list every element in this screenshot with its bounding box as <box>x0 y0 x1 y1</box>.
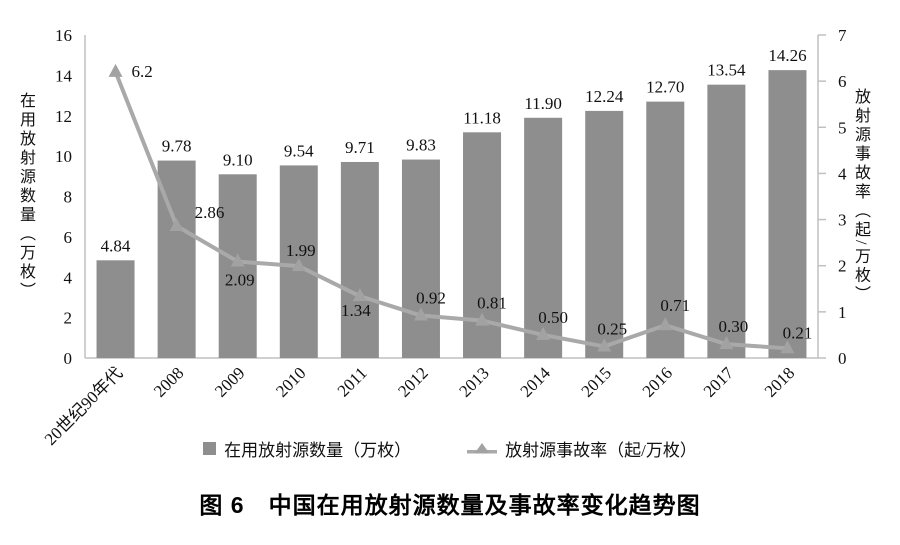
line-value-label: 2.86 <box>195 203 225 222</box>
bar <box>96 260 135 358</box>
x-axis-tick-label: 2010 <box>272 363 309 400</box>
line-marker-icon <box>475 312 490 326</box>
line-marker-icon <box>780 340 795 354</box>
line-series-swatch-icon <box>467 442 498 456</box>
left-axis-tick-label: 6 <box>64 228 73 247</box>
x-axis-tick-label: 2011 <box>334 363 371 400</box>
line-marker-icon <box>291 258 306 272</box>
bar-value-label: 13.54 <box>707 61 746 80</box>
right-axis-tick-label: 0 <box>838 349 847 368</box>
line-marker-icon <box>719 336 734 350</box>
left-axis-tick-label: 2 <box>64 309 73 328</box>
bar-series-swatch-icon <box>203 442 217 455</box>
bar-value-label: 12.70 <box>646 78 684 97</box>
x-axis-tick-label: 2018 <box>761 363 798 400</box>
line-marker-icon <box>413 307 428 321</box>
bar-value-label: 9.54 <box>284 141 314 160</box>
bar <box>340 161 379 358</box>
line-marker-icon <box>597 338 612 352</box>
line-value-label: 0.25 <box>597 319 627 338</box>
figure-caption: 图 6 中国在用放射源数量及事故率变化趋势图 <box>199 492 701 518</box>
line-value-label: 0.92 <box>416 289 446 308</box>
legend-label-bars: 在用放射源数量（万枚） <box>224 441 412 460</box>
legend-label-line: 放射源事故率（起/万枚） <box>505 441 697 460</box>
bar-value-label: 9.71 <box>345 138 375 157</box>
bar-value-label: 9.83 <box>406 136 436 155</box>
left-axis-title: 在用放射源数量（万枚） <box>8 35 42 358</box>
right-axis-tick-label: 4 <box>838 164 847 183</box>
left-axis-tick-label: 8 <box>64 188 73 207</box>
x-axis-tick-label: 2012 <box>394 363 431 400</box>
right-axis-tick-label: 1 <box>838 303 847 322</box>
line-marker-icon <box>658 317 673 331</box>
left-axis-tick-label: 10 <box>55 147 72 166</box>
line-value-label: 0.71 <box>660 296 690 315</box>
legend-item-bars: 在用放射源数量（万枚） <box>203 436 411 461</box>
bar <box>585 110 624 358</box>
x-axis-tick-label: 2013 <box>455 363 492 400</box>
line-marker-icon <box>108 63 123 77</box>
bar <box>524 117 563 358</box>
line-value-label: 0.30 <box>719 317 749 336</box>
right-axis-tick-label: 5 <box>838 118 847 137</box>
line-value-label: 0.81 <box>477 294 507 313</box>
line-triangle-icon <box>467 442 498 453</box>
x-axis-tick-label: 2015 <box>578 363 615 400</box>
bar-value-label: 9.10 <box>223 150 253 169</box>
right-axis-tick-label: 2 <box>838 257 847 276</box>
line-marker-icon <box>352 288 367 302</box>
line-marker-icon <box>230 253 245 267</box>
bar-value-label: 9.78 <box>162 137 192 156</box>
line-value-label: 6.2 <box>132 62 153 81</box>
bar <box>707 84 746 358</box>
bar-value-label: 11.18 <box>463 108 501 127</box>
right-axis-tick-label: 7 <box>838 26 847 45</box>
line-value-label: 1.34 <box>341 301 371 320</box>
right-axis-tick-label: 3 <box>838 211 847 230</box>
left-axis-tick-label: 12 <box>55 107 72 126</box>
bar-value-label: 4.84 <box>101 236 131 255</box>
bar <box>768 70 807 358</box>
line-value-label: 2.09 <box>225 271 255 290</box>
line-value-label: 0.21 <box>783 323 813 342</box>
right-axis-tick-label: 6 <box>838 72 847 91</box>
bar <box>646 101 685 359</box>
line-value-label: 0.50 <box>538 308 568 327</box>
x-axis-tick-label: 2017 <box>700 363 738 401</box>
right-axis-title-text: 放射源事故率（起/万枚） <box>852 88 869 305</box>
left-axis-tick-label: 14 <box>55 66 73 85</box>
left-axis-tick-label: 0 <box>64 349 73 368</box>
left-axis-tick-label: 16 <box>55 26 72 45</box>
line-marker-icon <box>169 218 184 232</box>
line-series <box>113 71 788 351</box>
left-axis-tick-label: 4 <box>64 268 73 287</box>
line-value-label: 1.99 <box>286 241 316 260</box>
legend-item-line: 放射源事故率（起/万枚） <box>467 436 697 461</box>
x-axis-tick-label: 2014 <box>516 363 554 401</box>
x-axis-tick-label: 2009 <box>211 363 248 400</box>
bar-value-label: 11.90 <box>524 94 562 113</box>
right-axis-title: 放射源事故率（起/万枚） <box>842 35 878 358</box>
line-marker-icon <box>536 326 551 340</box>
x-axis-tick-label: 2016 <box>639 363 676 400</box>
left-axis-title-text: 在用放射源数量（万枚） <box>17 92 34 301</box>
x-axis-tick-label: 2008 <box>150 363 187 400</box>
bar-value-label: 14.26 <box>768 46 806 65</box>
legend: 在用放射源数量（万枚） 放射源事故率（起/万枚） <box>0 436 900 461</box>
bar-value-label: 12.24 <box>585 87 624 106</box>
bar <box>401 159 440 358</box>
